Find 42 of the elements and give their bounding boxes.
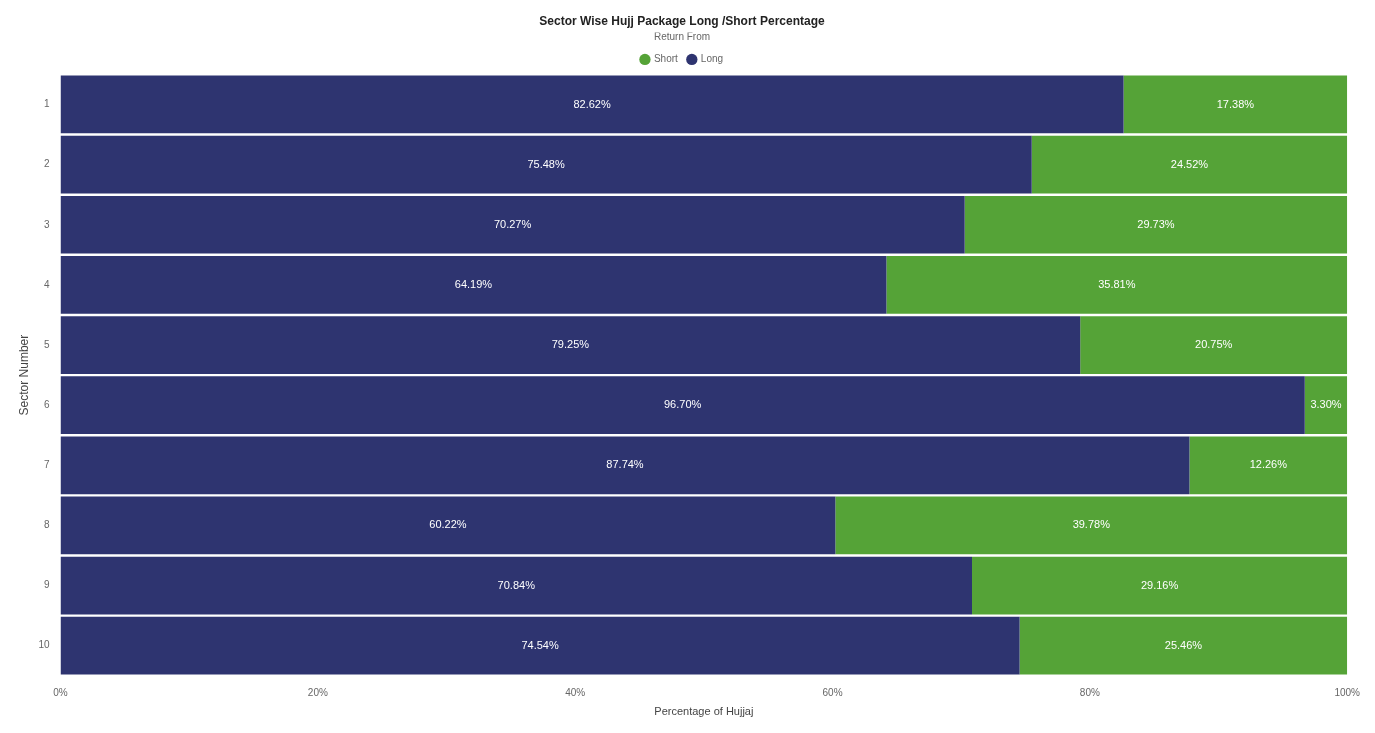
- legend-label: Long: [700, 53, 724, 65]
- data-label: 79.25%: [551, 338, 590, 351]
- x-tick-label: 80%: [1079, 686, 1100, 698]
- data-label: 17.38%: [1216, 97, 1255, 110]
- y-tick-label: 8: [43, 519, 50, 531]
- data-label: 75.48%: [527, 157, 565, 170]
- x-axis-title: Percentage of Hujjaj: [654, 705, 754, 718]
- y-tick-label: 7: [43, 459, 50, 471]
- data-label: 20.75%: [1195, 338, 1233, 351]
- data-label: 87.74%: [606, 458, 644, 471]
- data-label: 70.27%: [493, 217, 532, 230]
- data-label: 35.81%: [1098, 277, 1136, 290]
- x-tick-label: 0%: [53, 686, 68, 698]
- y-tick-label: 4: [43, 278, 50, 290]
- y-axis-title: Sector Number: [16, 334, 31, 416]
- data-label: 96.70%: [663, 398, 702, 411]
- data-label: 74.54%: [521, 638, 559, 651]
- data-label: 70.84%: [497, 578, 536, 591]
- data-label: 24.52%: [1170, 157, 1209, 170]
- data-label: 60.22%: [429, 518, 467, 531]
- y-tick-label: 3: [43, 218, 50, 230]
- x-tick-label: 100%: [1334, 686, 1361, 698]
- x-tick-label: 20%: [307, 686, 328, 698]
- legend-label: Short: [653, 53, 679, 65]
- data-label: 29.73%: [1137, 217, 1175, 230]
- y-tick-label: 5: [43, 338, 50, 350]
- data-label: 29.16%: [1140, 578, 1179, 591]
- data-label: 82.62%: [573, 97, 611, 110]
- y-tick-label: 10: [38, 639, 50, 651]
- y-tick-label: 6: [43, 398, 50, 410]
- x-tick-label: 40%: [565, 686, 586, 698]
- y-tick-label: 1: [43, 98, 50, 110]
- data-label: 64.19%: [454, 277, 493, 290]
- data-label: 39.78%: [1072, 518, 1111, 531]
- legend-title: Return From: [653, 31, 711, 43]
- chart-title: Sector Wise Hujj Package Long /Short Percentage: [539, 13, 825, 28]
- y-tick-label: 2: [43, 158, 50, 170]
- y-tick-label: 9: [43, 579, 50, 591]
- x-tick-label: 60%: [822, 686, 843, 698]
- data-label: 25.46%: [1164, 638, 1203, 651]
- data-label: 3.30%: [1310, 398, 1342, 411]
- data-label: 12.26%: [1249, 458, 1288, 471]
